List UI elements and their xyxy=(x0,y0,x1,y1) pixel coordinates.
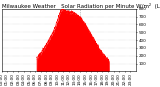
Text: Milwaukee Weather   Solar Radiation per Minute W/m²  (Last 24 Hours): Milwaukee Weather Solar Radiation per Mi… xyxy=(2,3,160,9)
